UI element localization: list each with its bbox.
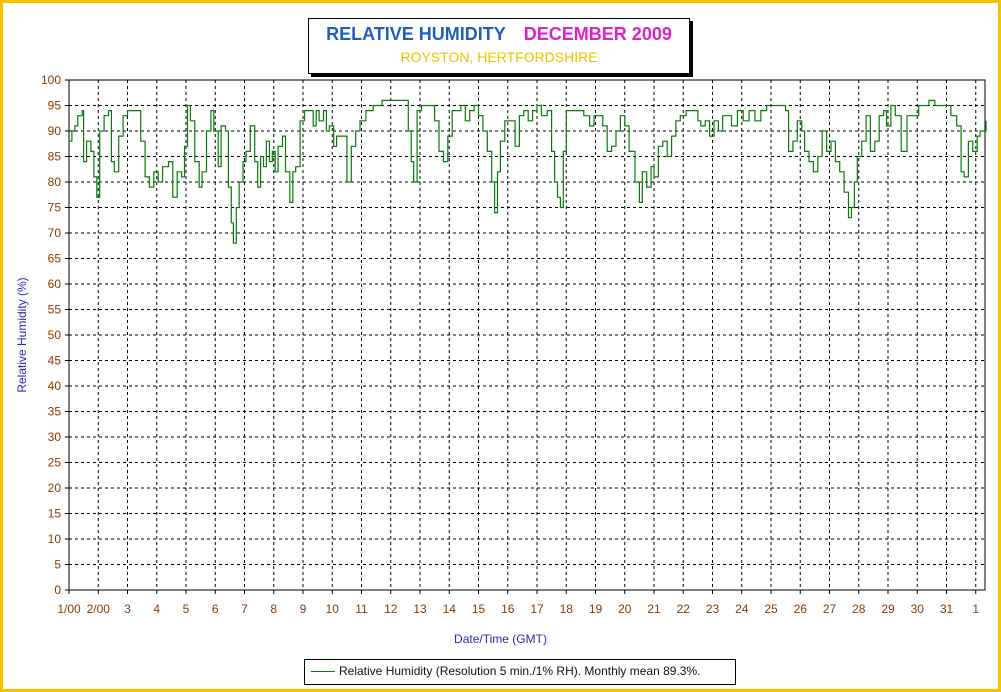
- y-tick-label: 95: [48, 99, 62, 113]
- y-tick-label: 65: [48, 252, 62, 266]
- humidity-series-line: [69, 99, 987, 244]
- x-tick-label: 16: [501, 602, 515, 616]
- x-tick-label: 12: [384, 602, 398, 616]
- y-tick-label: 25: [48, 456, 62, 470]
- x-tick-label: 22: [677, 602, 691, 616]
- y-tick-label: 20: [48, 481, 62, 495]
- y-axis-label: Relative Humidity (%): [15, 277, 29, 393]
- x-tick-label: 6: [212, 602, 219, 616]
- y-tick-label: 50: [48, 328, 62, 342]
- y-tick-label: 90: [48, 124, 62, 138]
- y-tick-label: 35: [48, 405, 62, 419]
- x-tick-label: 7: [241, 602, 248, 616]
- y-axis-label-container: Relative Humidity (%): [4, 260, 40, 410]
- x-tick-label: 31: [940, 602, 954, 616]
- y-tick-label: 55: [48, 303, 62, 317]
- chart-title-month: DECEMBER 2009: [523, 24, 672, 44]
- y-tick-label: 5: [54, 558, 61, 572]
- x-tick-label: 27: [823, 602, 837, 616]
- y-tick-label: 30: [48, 430, 62, 444]
- y-axis-ticks: 0 5 10 15 20 25 30 35 40 45 50 55 60 65 70 75 80 85 90 95 10…: [41, 73, 69, 597]
- x-tick-label: 17: [530, 602, 544, 616]
- x-tick-label: 11: [355, 602, 368, 616]
- x-tick-label: 25: [764, 602, 778, 616]
- y-tick-label: 70: [48, 226, 62, 240]
- x-tick-label: 3: [124, 602, 131, 616]
- x-tick-label: 30: [911, 602, 925, 616]
- legend-swatch: [311, 671, 335, 672]
- x-tick-label: 20: [618, 602, 632, 616]
- x-tick-label: 28: [852, 602, 866, 616]
- x-tick-label: 9: [300, 602, 307, 616]
- x-tick-label: 18: [560, 602, 574, 616]
- y-tick-label: 15: [48, 507, 62, 521]
- y-tick-label: 80: [48, 175, 62, 189]
- x-tick-label: 14: [443, 602, 457, 616]
- y-tick-label: 100: [41, 73, 61, 87]
- x-tick-label: 26: [794, 602, 808, 616]
- y-tick-label: 60: [48, 277, 62, 291]
- x-tick-label: 19: [589, 602, 603, 616]
- legend: Relative Humidity (Resolution 5 min./1% …: [304, 659, 736, 685]
- y-tick-label: 85: [48, 150, 62, 164]
- x-tick-label: 13: [413, 602, 427, 616]
- y-tick-label: 0: [54, 583, 61, 597]
- x-tick-label: 4: [153, 602, 160, 616]
- x-tick-label: 21: [647, 602, 661, 616]
- x-axis-ticks: 1/00 2/00 3 4 5 6 7 8 9 10 11 12 13 14 15 16 17 18 19 20 21 2…: [57, 590, 979, 616]
- x-tick-label: 29: [881, 602, 895, 616]
- legend-entry: Relative Humidity (Resolution 5 min./1% …: [339, 664, 701, 678]
- y-tick-label: 40: [48, 379, 62, 393]
- x-tick-label: 15: [472, 602, 486, 616]
- y-tick-label: 45: [48, 354, 62, 368]
- x-axis-label: Date/Time (GMT): [454, 632, 547, 646]
- y-tick-label: 75: [48, 201, 62, 215]
- x-tick-label: 5: [183, 602, 190, 616]
- x-tick-label: 1/00: [57, 602, 81, 616]
- x-tick-label: 23: [706, 602, 720, 616]
- x-tick-label: 1: [972, 602, 979, 616]
- chart-title-line: RELATIVE HUMIDITY DECEMBER 2009: [309, 24, 689, 45]
- y-tick-label: 10: [48, 532, 62, 546]
- x-tick-label: 2/00: [87, 602, 111, 616]
- chart-subtitle: ROYSTON, HERTFORDSHIRE: [400, 49, 598, 65]
- x-tick-label: 24: [735, 602, 749, 616]
- chart-title: RELATIVE HUMIDITY: [326, 24, 506, 44]
- x-tick-label: 10: [326, 602, 340, 616]
- title-box: RELATIVE HUMIDITY DECEMBER 2009 ROYSTON, …: [308, 18, 690, 74]
- x-tick-label: 8: [270, 602, 277, 616]
